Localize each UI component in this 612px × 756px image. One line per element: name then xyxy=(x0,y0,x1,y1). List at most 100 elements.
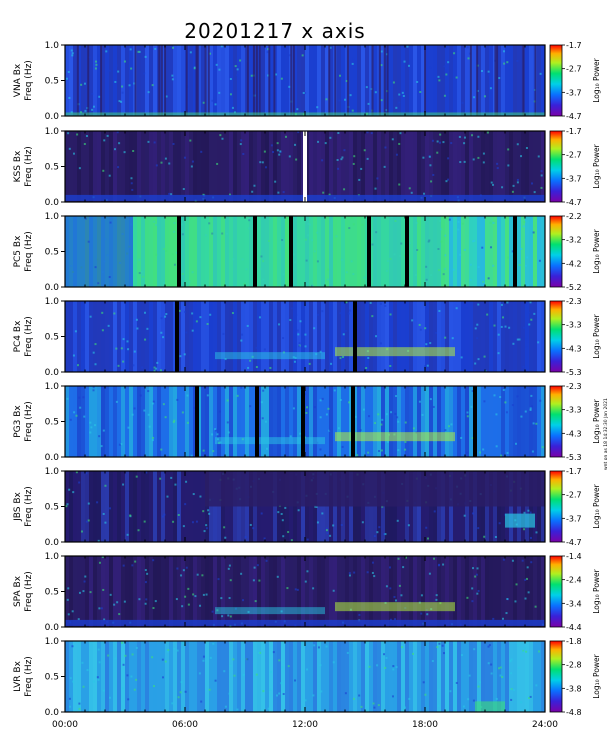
quiet-segment xyxy=(65,216,133,287)
colorbar-tick-label: -4.3 xyxy=(566,429,582,438)
y-tick-label: 0.5 xyxy=(45,673,59,683)
colorbar-label: Log₁₀ Power xyxy=(592,483,601,528)
colorbar-tick-label: -4.4 xyxy=(566,623,582,632)
colorbar-tick-label: -3.3 xyxy=(566,406,582,415)
dark-streak xyxy=(100,45,103,116)
frequency-axis-label: Freq (Hz) xyxy=(24,656,34,697)
figure-title: 20201217 x axis xyxy=(184,19,365,43)
station-label: JBS Bx xyxy=(13,491,23,521)
y-tick-label: 1.0 xyxy=(45,127,60,137)
dark-streak xyxy=(494,45,497,116)
colorbar xyxy=(549,640,563,713)
data-gap xyxy=(177,216,181,287)
colorbar xyxy=(549,300,563,373)
colorbar-tick-label: -1.8 xyxy=(566,637,582,646)
y-tick-label: 1.0 xyxy=(45,467,60,477)
dark-streak xyxy=(371,45,374,116)
dark-streak xyxy=(534,45,537,116)
side-note: wnt on as 18 14:32:30 Jan 2021 xyxy=(603,398,609,470)
colorbar-tick-label: -1.7 xyxy=(566,41,582,50)
station-label: KSS Bx xyxy=(13,150,23,182)
data-gap xyxy=(253,216,257,287)
data-gap xyxy=(367,216,371,287)
spectrogram-panel: 0.0 0.5 1.0 PC5 Bx Freq (Hz) -2.2 -3.2 -4.2 -5.2… xyxy=(13,212,601,293)
x-tick-label: 18:00 xyxy=(412,720,438,730)
data-gap xyxy=(195,386,199,457)
station-label: LVR Bx xyxy=(13,660,23,691)
colorbar-tick-label: -3.7 xyxy=(566,514,582,523)
spectrogram-texture xyxy=(65,641,545,712)
spectrogram-panel: 0.0 0.5 1.0 JBS Bx Freq (Hz) -1.7 -2.7 -3.7 -4.7… xyxy=(13,467,601,548)
dark-streak xyxy=(246,45,249,116)
pc1-band xyxy=(215,352,325,360)
colorbar-tick-label: -3.2 xyxy=(566,236,582,245)
dark-streak xyxy=(207,45,210,116)
data-gap xyxy=(405,216,409,287)
spectrogram-texture xyxy=(65,556,545,627)
colorbar-tick-label: -3.7 xyxy=(566,174,582,183)
dark-streak xyxy=(252,45,255,116)
dark-streak xyxy=(185,45,188,116)
x-tick-label: 00:00 xyxy=(52,720,78,730)
dark-streak xyxy=(522,45,525,116)
pc1-band xyxy=(335,347,455,357)
station-label: PG3 Bx xyxy=(13,405,23,438)
colorbar-label: Log₁₀ Power xyxy=(592,568,601,613)
y-tick-label: 1.0 xyxy=(45,212,60,222)
data-gap xyxy=(301,386,305,457)
dark-streak xyxy=(255,45,258,116)
colorbar-tick-label: -2.4 xyxy=(566,576,582,585)
colorbar-tick-label: -2.3 xyxy=(566,382,582,391)
data-gap xyxy=(255,386,259,457)
colorbar xyxy=(549,44,563,117)
station-label: VNA Bx xyxy=(13,63,23,97)
spectrogram-texture xyxy=(65,301,545,372)
colorbar-tick-label: -4.3 xyxy=(566,344,582,353)
colorbar-tick-label: -3.7 xyxy=(566,88,582,97)
dark-streak xyxy=(476,45,479,116)
dark-streak xyxy=(469,45,472,116)
dark-streak xyxy=(158,45,161,116)
spectrogram-texture xyxy=(65,386,545,457)
colorbar-label: Log₁₀ Power xyxy=(592,57,601,102)
dark-streak xyxy=(346,45,349,116)
dark-streak xyxy=(195,45,198,116)
pc1-band xyxy=(335,432,455,442)
dark-streak xyxy=(424,45,427,116)
x-tick-label: 06:00 xyxy=(172,720,198,730)
pc1-band xyxy=(215,437,325,445)
data-gap xyxy=(513,216,517,287)
data-gap xyxy=(353,301,357,372)
dark-streak xyxy=(258,45,261,116)
colorbar-tick-label: -5.3 xyxy=(566,368,582,377)
y-tick-label: 0.0 xyxy=(45,198,60,208)
colorbar-tick-label: -3.8 xyxy=(566,684,582,693)
frequency-axis-label: Freq (Hz) xyxy=(24,231,34,272)
spectrogram-panel: 0.0 0.5 1.0 VNA Bx Freq (Hz) -1.7 -2.7 -3.7 -4.7… xyxy=(13,41,601,122)
pc1-band xyxy=(335,602,455,612)
frequency-axis-label: Freq (Hz) xyxy=(24,486,34,527)
frequency-axis-label: Freq (Hz) xyxy=(24,60,34,101)
colorbar-tick-label: -2.7 xyxy=(566,151,582,160)
colorbar-tick-label: -2.8 xyxy=(566,661,582,670)
y-tick-label: 0.5 xyxy=(45,333,59,343)
y-tick-label: 0.5 xyxy=(45,163,59,173)
y-tick-label: 1.0 xyxy=(45,297,60,307)
colorbar-tick-label: -1.7 xyxy=(566,467,582,476)
dark-streak xyxy=(76,45,79,116)
x-tick-label: 12:00 xyxy=(292,720,318,730)
colorbar-tick-label: -1.7 xyxy=(566,127,582,136)
spectrogram-panel: 0.0 0.5 1.0 PC4 Bx Freq (Hz) -2.3 -3.3 -4.3 -5.3… xyxy=(13,297,601,378)
data-gap xyxy=(303,131,307,202)
y-tick-label: 0.5 xyxy=(45,588,59,598)
colorbar-tick-label: -5.3 xyxy=(566,453,582,462)
x-tick-label: 24:00 xyxy=(532,720,558,730)
y-tick-label: 1.0 xyxy=(45,382,60,392)
quiet-region xyxy=(205,471,545,507)
dark-streak xyxy=(268,45,271,116)
dark-streak xyxy=(378,45,381,116)
y-tick-label: 0.0 xyxy=(45,623,60,633)
colorbar-label: Log₁₀ Power xyxy=(592,313,601,358)
y-tick-label: 1.0 xyxy=(45,637,60,647)
